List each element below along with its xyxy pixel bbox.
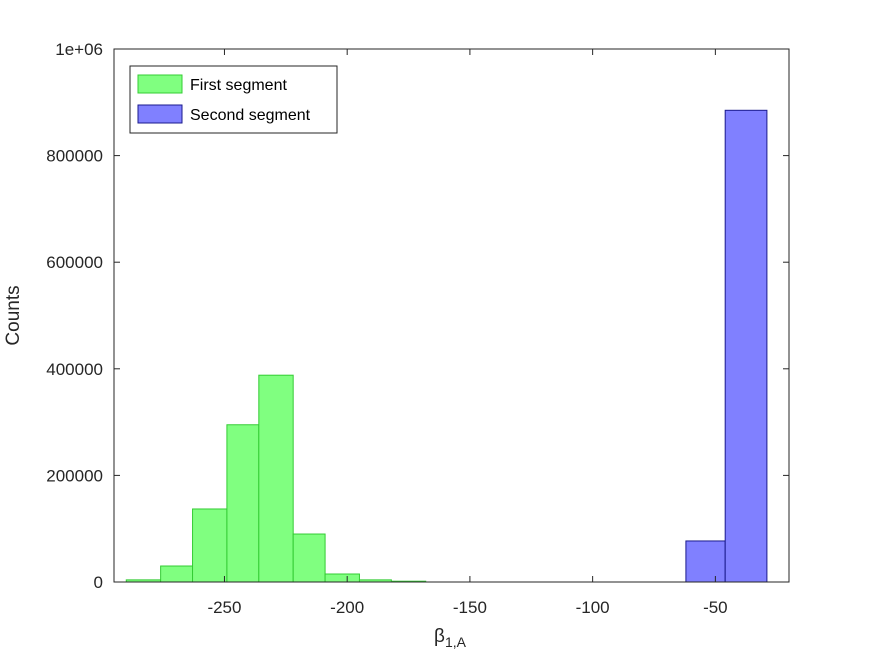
y-axis-label: Counts [3, 285, 24, 345]
x-tick-label: -100 [576, 598, 610, 617]
histogram-bar-series-2-bin-2 [724, 109, 768, 583]
x-axis: -250 -200 -150 -100 -50 [207, 49, 728, 617]
legend-label-first-segment: First segment [190, 77, 287, 94]
y-tick-label: 800000 [46, 147, 103, 166]
y-tick-label: 1e+06 [55, 40, 103, 59]
y-axis: 0 200000 400000 600000 800000 1e+06 [46, 40, 789, 592]
x-tick-label: -150 [453, 598, 487, 617]
histogram-bar-series-1-bin-6 [292, 533, 326, 583]
histogram-bar-series-1-bin-5 [258, 374, 294, 583]
legend-swatch-first-segment [137, 74, 183, 94]
x-tick-label: -50 [703, 598, 728, 617]
legend: First segment Second segment [129, 65, 338, 134]
y-tick-label: 0 [94, 573, 103, 592]
bars-layer [125, 109, 768, 583]
x-tick-label: -200 [330, 598, 364, 617]
legend-label-second-segment: Second segment [190, 107, 311, 124]
legend-swatch-second-segment [137, 104, 183, 124]
x-axis-label-symbol: β [434, 626, 445, 647]
y-tick-label: 200000 [46, 466, 103, 485]
histogram-bar-series-2-bin-1 [685, 540, 726, 583]
plot-frame [113, 48, 790, 583]
histogram-bar-series-1-bin-2 [160, 565, 194, 583]
y-tick-label: 600000 [46, 253, 103, 272]
x-axis-label: β1,A [434, 626, 467, 650]
histogram-bar-series-1-bin-3 [192, 508, 228, 583]
x-tick-label: -250 [207, 598, 241, 617]
histogram-bar-series-1-bin-7 [324, 573, 360, 583]
histogram-bar-series-1-bin-4 [226, 424, 260, 583]
y-tick-label: 400000 [46, 360, 103, 379]
x-axis-label-subscript: 1,A [445, 634, 467, 650]
